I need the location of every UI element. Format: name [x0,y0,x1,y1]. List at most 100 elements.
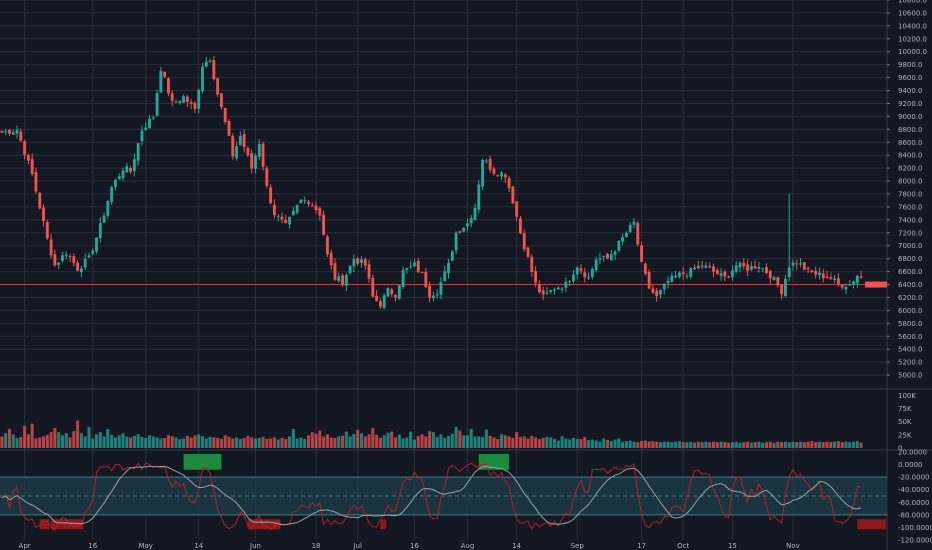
volume-bar[interactable] [757,441,761,448]
volume-bar[interactable] [640,441,644,448]
volume-bar[interactable] [553,439,557,448]
candle-body[interactable] [91,250,95,254]
volume-bar[interactable] [269,438,273,448]
candle-body[interactable] [583,272,587,278]
candle-body[interactable] [458,231,462,233]
oscillator-pane[interactable] [0,454,887,531]
volume-bar[interactable] [401,438,405,448]
candle-body[interactable] [299,199,303,204]
volume-bar[interactable] [541,437,545,448]
candle-body[interactable] [730,270,734,278]
candle-body[interactable] [537,284,541,293]
volume-bar[interactable] [424,436,428,448]
volume-bar[interactable] [500,434,504,448]
candle-body[interactable] [568,281,572,283]
candle-body[interactable] [515,201,519,217]
volume-bar[interactable] [613,439,617,448]
volume-bar[interactable] [681,442,685,448]
candle-body[interactable] [810,270,814,272]
volume-bar[interactable] [253,438,258,448]
volume-bar[interactable] [45,434,49,448]
volume-bar[interactable] [91,438,95,448]
volume-bar[interactable] [386,432,390,448]
candle-body[interactable] [439,282,443,295]
volume-bar[interactable] [545,436,549,448]
candle-body[interactable] [291,210,295,216]
volume-bar[interactable] [38,437,42,448]
candle-body[interactable] [712,266,715,272]
volume-bar[interactable] [375,434,379,448]
candle-body[interactable] [378,301,382,307]
candle-body[interactable] [132,159,136,172]
candle-body[interactable] [318,208,322,216]
candle-body[interactable] [643,263,647,274]
candle-body[interactable] [261,143,265,167]
volume-bar[interactable] [772,442,776,448]
volume-bar[interactable] [685,442,689,448]
volume-bar[interactable] [848,442,852,448]
candle-body[interactable] [420,271,424,273]
candle-body[interactable] [647,271,651,289]
candle-body[interactable] [587,277,591,279]
candle-body[interactable] [238,135,242,146]
volume-bar[interactable] [556,440,560,448]
candle-body[interactable] [72,256,76,264]
volume-bar[interactable] [178,439,182,448]
candle-body[interactable] [560,288,564,290]
volume-bar[interactable] [598,441,602,448]
volume-bar[interactable] [121,433,125,448]
volume-bar[interactable] [462,435,466,448]
candle-body[interactable] [727,276,731,278]
candle-body[interactable] [254,155,257,169]
candle-body[interactable] [49,239,53,256]
volume-bar[interactable] [814,442,818,448]
candle-body[interactable] [500,172,503,177]
volume-bar[interactable] [746,441,750,448]
volume-bar[interactable] [318,430,322,448]
candle-body[interactable] [95,237,98,252]
candle-body[interactable] [541,290,545,295]
candle-body[interactable] [814,270,818,275]
candle-body[interactable] [170,93,174,101]
candle-body[interactable] [159,70,163,93]
volume-bar[interactable] [609,441,613,448]
volume-bar[interactable] [821,442,825,448]
volume-bar[interactable] [776,441,780,448]
candle-body[interactable] [859,276,863,278]
volume-bar[interactable] [643,440,647,448]
volume-bar[interactable] [299,437,303,448]
volume-bar[interactable] [166,435,170,448]
candle-body[interactable] [144,127,148,131]
volume-bar[interactable] [378,437,382,448]
volume-bar[interactable] [602,438,606,448]
candle-body[interactable] [742,262,746,267]
candle-body[interactable] [148,118,151,129]
candle-body[interactable] [337,276,341,281]
candle-body[interactable] [836,278,840,285]
volume-bar[interactable] [325,434,329,448]
candle-body[interactable] [526,247,530,257]
candle-body[interactable] [333,263,337,280]
candle-body[interactable] [450,251,454,261]
candle-body[interactable] [621,237,625,242]
volume-bar[interactable] [367,434,371,448]
volume-bar[interactable] [216,437,220,448]
candle-body[interactable] [693,267,697,270]
volume-bar[interactable] [799,441,803,448]
candle-body[interactable] [685,275,689,277]
candle-body[interactable] [166,78,170,94]
volume-bar[interactable] [64,433,68,448]
candle-body[interactable] [640,245,644,262]
volume-bar[interactable] [458,430,462,448]
oscillator-axis[interactable]: 20.0000 0.0000 -20.0000 -40.0000 -60.0000 -80… [898,449,932,545]
candle-body[interactable] [114,179,117,187]
volume-bar[interactable] [742,442,746,448]
volume-bar[interactable] [632,441,636,448]
candle-body[interactable] [401,270,405,287]
candle-body[interactable] [719,273,723,276]
candle-body[interactable] [466,223,469,227]
volume-bar[interactable] [522,436,526,448]
volume-bar[interactable] [23,425,27,448]
volume-bar[interactable] [481,436,485,448]
volume-bar[interactable] [242,437,246,448]
